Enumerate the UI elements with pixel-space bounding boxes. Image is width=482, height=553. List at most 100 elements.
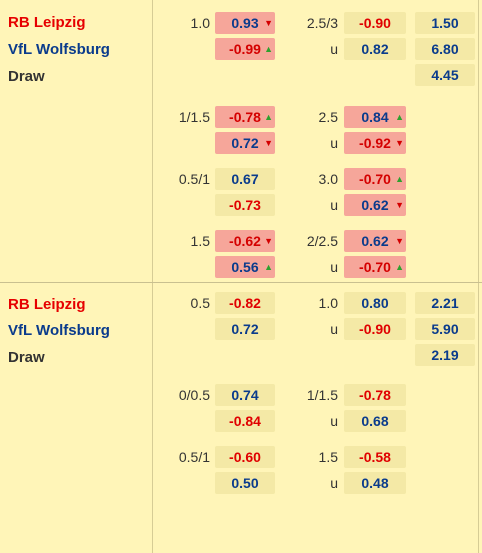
under-label: u bbox=[330, 475, 338, 491]
odds-value: 0.72 bbox=[231, 135, 259, 151]
under-label: u bbox=[330, 197, 338, 213]
odds-cell[interactable]: 0.48 bbox=[344, 472, 406, 494]
odds-value: 0.68 bbox=[361, 413, 389, 429]
arrow-down-icon: ▼ bbox=[395, 138, 404, 148]
odds-value: 0.62 bbox=[361, 233, 389, 249]
odds-value: -0.90 bbox=[359, 15, 391, 31]
arrow-down-icon: ▼ bbox=[264, 236, 273, 246]
odds-cell[interactable]: -0.92 ▼ bbox=[344, 132, 406, 154]
odds-value: -0.92 bbox=[359, 135, 391, 151]
home-team-name[interactable]: RB Leipzig bbox=[8, 14, 86, 31]
odds-value: 0.48 bbox=[361, 475, 389, 491]
arrow-down-icon: ▼ bbox=[395, 236, 404, 246]
odds-value: -0.99 bbox=[229, 41, 261, 57]
total-line: 1.5 bbox=[318, 449, 338, 465]
arrow-up-icon: ▲ bbox=[395, 174, 404, 184]
odds-value: 0.62 bbox=[361, 197, 389, 213]
away-team-name[interactable]: VfL Wolfsburg bbox=[8, 41, 110, 58]
odds-cell[interactable]: 0.68 bbox=[344, 410, 406, 432]
odds-value: -0.82 bbox=[229, 295, 261, 311]
odds-cell[interactable]: 0.62 ▼ bbox=[344, 230, 406, 252]
odds-cell[interactable]: -0.78 bbox=[344, 384, 406, 406]
arrow-up-icon: ▲ bbox=[264, 112, 273, 122]
odds-cell[interactable]: -0.82 bbox=[215, 292, 275, 314]
odds-cell[interactable]: 0.62 ▼ bbox=[344, 194, 406, 216]
arrow-up-icon: ▲ bbox=[395, 262, 404, 272]
arrow-up-icon: ▲ bbox=[264, 262, 273, 272]
odds-cell[interactable]: -0.70 ▲ bbox=[344, 168, 406, 190]
total-line: 3.0 bbox=[318, 171, 338, 187]
1x2-odds-cell[interactable]: 6.80 bbox=[415, 38, 475, 60]
arrow-down-icon: ▼ bbox=[264, 18, 273, 28]
draw-label: Draw bbox=[8, 349, 45, 366]
odds-value: -0.60 bbox=[229, 449, 261, 465]
odds-value: 0.50 bbox=[231, 475, 259, 491]
odds-cell[interactable]: 0.50 bbox=[215, 472, 275, 494]
handicap-line: 1.0 bbox=[190, 15, 210, 31]
total-line: 1/1.5 bbox=[306, 387, 338, 403]
handicap-line: 1.5 bbox=[190, 233, 210, 249]
odds-cell[interactable]: -0.60 bbox=[215, 446, 275, 468]
odds-value: 0.67 bbox=[231, 171, 259, 187]
total-line: 2/2.5 bbox=[306, 233, 338, 249]
handicap-line: 0.5/1 bbox=[178, 171, 210, 187]
odds-cell[interactable]: -0.90 bbox=[344, 12, 406, 34]
home-team-name[interactable]: RB Leipzig bbox=[8, 296, 86, 313]
1x2-odds-cell[interactable]: 1.50 bbox=[415, 12, 475, 34]
odds-value: -0.78 bbox=[229, 109, 261, 125]
odds-cell[interactable]: 0.72 ▼ bbox=[215, 132, 275, 154]
odds-value: 0.72 bbox=[231, 321, 259, 337]
arrow-up-icon: ▲ bbox=[395, 112, 404, 122]
odds-cell[interactable]: 0.80 bbox=[344, 292, 406, 314]
handicap-line: 0.5/1 bbox=[178, 449, 210, 465]
1x2-odds-cell[interactable]: 4.45 bbox=[415, 64, 475, 86]
section-divider bbox=[0, 282, 482, 283]
handicap-line: 0.5 bbox=[190, 295, 210, 311]
under-label: u bbox=[330, 259, 338, 275]
odds-value: 0.93 bbox=[231, 15, 259, 31]
odds-value: -0.70 bbox=[359, 259, 391, 275]
under-label: u bbox=[330, 413, 338, 429]
odds-cell[interactable]: 0.74 bbox=[215, 384, 275, 406]
draw-label: Draw bbox=[8, 68, 45, 85]
arrow-up-icon: ▲ bbox=[264, 44, 273, 54]
odds-cell[interactable]: -0.84 bbox=[215, 410, 275, 432]
odds-cell[interactable]: -0.99 ▲ bbox=[215, 38, 275, 60]
odds-value: -0.84 bbox=[229, 413, 261, 429]
handicap-line: 0/0.5 bbox=[178, 387, 210, 403]
odds-value: -0.73 bbox=[229, 197, 261, 213]
odds-value: -0.78 bbox=[359, 387, 391, 403]
odds-cell[interactable]: -0.58 bbox=[344, 446, 406, 468]
odds-value: 0.82 bbox=[361, 41, 389, 57]
total-line: 1.0 bbox=[318, 295, 338, 311]
under-label: u bbox=[330, 41, 338, 57]
1x2-odds-cell[interactable]: 5.90 bbox=[415, 318, 475, 340]
1x2-odds-cell[interactable]: 2.21 bbox=[415, 292, 475, 314]
odds-cell[interactable]: 0.72 bbox=[215, 318, 275, 340]
odds-value: -0.62 bbox=[229, 233, 261, 249]
away-team-name[interactable]: VfL Wolfsburg bbox=[8, 322, 110, 339]
odds-cell[interactable]: -0.62 ▼ bbox=[215, 230, 275, 252]
odds-cell[interactable]: 0.82 bbox=[344, 38, 406, 60]
right-border bbox=[478, 0, 479, 553]
column-divider bbox=[152, 0, 153, 553]
odds-cell[interactable]: 0.84 ▲ bbox=[344, 106, 406, 128]
under-label: u bbox=[330, 321, 338, 337]
odds-cell[interactable]: 0.67 bbox=[215, 168, 275, 190]
odds-cell[interactable]: -0.90 bbox=[344, 318, 406, 340]
odds-cell[interactable]: -0.73 bbox=[215, 194, 275, 216]
arrow-down-icon: ▼ bbox=[264, 138, 273, 148]
odds-value: -0.90 bbox=[359, 321, 391, 337]
odds-value: 0.80 bbox=[361, 295, 389, 311]
odds-cell[interactable]: -0.78 ▲ bbox=[215, 106, 275, 128]
handicap-line: 1/1.5 bbox=[178, 109, 210, 125]
odds-cell[interactable]: 0.93 ▼ bbox=[215, 12, 275, 34]
total-line: 2.5 bbox=[318, 109, 338, 125]
arrow-down-icon: ▼ bbox=[395, 200, 404, 210]
odds-value: 0.74 bbox=[231, 387, 259, 403]
under-label: u bbox=[330, 135, 338, 151]
odds-cell[interactable]: -0.70 ▲ bbox=[344, 256, 406, 278]
1x2-odds-cell[interactable]: 2.19 bbox=[415, 344, 475, 366]
odds-cell[interactable]: 0.56 ▲ bbox=[215, 256, 275, 278]
odds-value: 0.56 bbox=[231, 259, 259, 275]
